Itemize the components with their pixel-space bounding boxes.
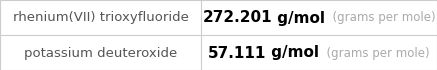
Text: g/mol: g/mol [272, 10, 325, 25]
Text: (grams per mole): (grams per mole) [325, 11, 436, 24]
Text: (grams per mole): (grams per mole) [319, 46, 430, 60]
Text: 272.201: 272.201 [202, 10, 272, 25]
Text: rhenium(VII) trioxyfluoride: rhenium(VII) trioxyfluoride [13, 11, 188, 24]
Text: 57.111: 57.111 [208, 46, 267, 60]
Text: g/mol: g/mol [267, 46, 319, 60]
Text: potassium deuteroxide: potassium deuteroxide [24, 46, 177, 60]
